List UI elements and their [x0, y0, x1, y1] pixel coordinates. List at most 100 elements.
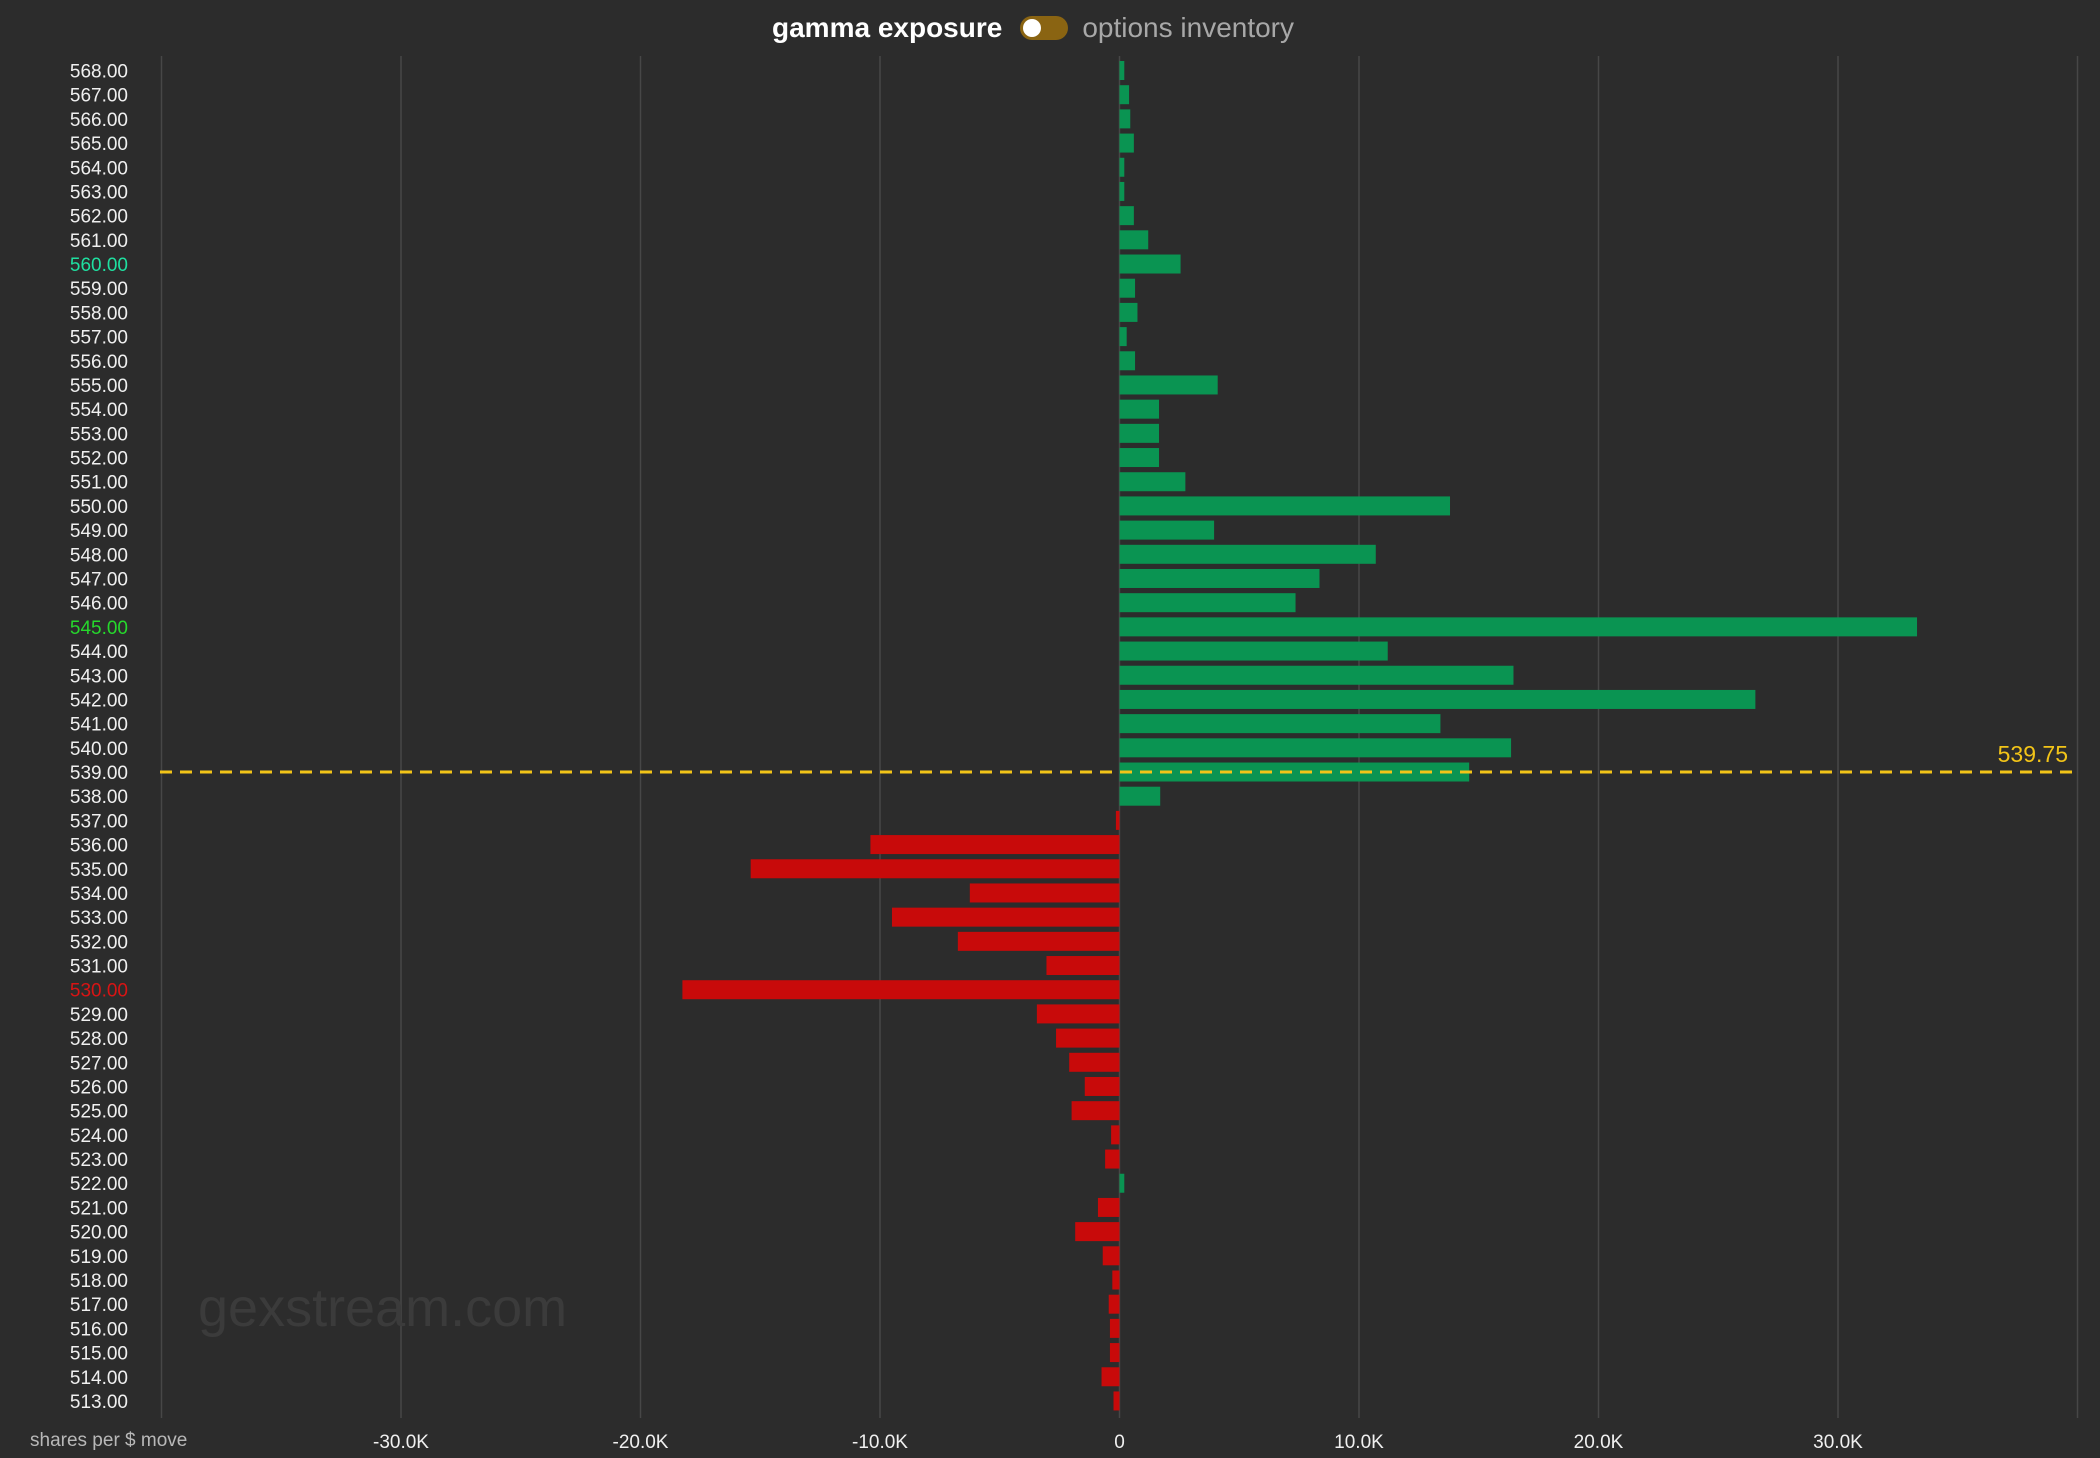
strike-tick-label: 558.00 — [70, 303, 128, 324]
gamma-bar — [1119, 206, 1134, 226]
bars — [682, 61, 1918, 1411]
strike-tick-label: 528.00 — [70, 1029, 128, 1050]
strike-tick-label: 545.00 — [70, 618, 128, 639]
gamma-bar — [682, 980, 1120, 1000]
strike-tick-label: 547.00 — [70, 569, 128, 590]
strike-tick-label: 530.00 — [70, 981, 128, 1002]
gamma-bar — [1119, 278, 1136, 298]
gamma-exposure-label[interactable]: gamma exposure — [772, 12, 1003, 43]
mode-switch-group: gamma exposure options inventory — [772, 10, 1294, 46]
gamma-bar — [1119, 399, 1160, 419]
strike-tick-label: 516.00 — [70, 1319, 128, 1340]
gamma-bar — [1119, 520, 1215, 540]
gamma-bar — [1119, 689, 1756, 709]
value-tick-label: 30.0K — [1813, 1432, 1863, 1453]
strike-tick-label: 556.00 — [70, 352, 128, 373]
gamma-bar — [1119, 738, 1512, 758]
strike-tick-label: 566.00 — [70, 110, 128, 131]
strike-tick-label: 521.00 — [70, 1198, 128, 1219]
gamma-bar — [1119, 327, 1127, 347]
strike-tick-label: 533.00 — [70, 908, 128, 929]
strike-tick-label: 568.00 — [70, 62, 128, 83]
strike-tick-label: 534.00 — [70, 884, 128, 905]
gamma-bar — [1119, 448, 1160, 468]
gamma-bar — [1119, 133, 1134, 153]
gamma-bar — [1109, 1343, 1120, 1363]
strike-tick-label: 540.00 — [70, 739, 128, 760]
spot-price-marker: 539.75 — [160, 741, 2078, 774]
value-axis: -30.0K -20.0K -10.0K 0 10.0K 20.0K 30.0K — [373, 1432, 1863, 1453]
value-tick-label: 20.0K — [1574, 1432, 1624, 1453]
strike-tick-label: 520.00 — [70, 1223, 128, 1244]
gamma-bar — [1109, 1318, 1120, 1338]
strike-tick-label: 537.00 — [70, 811, 128, 832]
gamma-bar — [1105, 1149, 1120, 1169]
value-tick-label: 10.0K — [1334, 1432, 1384, 1453]
strike-tick-label: 567.00 — [70, 86, 128, 107]
gamma-bar — [1119, 714, 1441, 734]
strike-tick-label: 564.00 — [70, 158, 128, 179]
gamma-bar — [1119, 568, 1320, 588]
gamma-bar — [1119, 375, 1218, 395]
strike-tick-label: 561.00 — [70, 231, 128, 252]
strike-tick-label: 557.00 — [70, 328, 128, 349]
strike-tick-label: 560.00 — [70, 255, 128, 276]
strike-tick-label: 541.00 — [70, 715, 128, 736]
strike-tick-label: 525.00 — [70, 1102, 128, 1123]
toggle-knob — [1023, 19, 1042, 37]
mode-toggle-switch[interactable] — [1020, 16, 1069, 40]
gamma-bar — [870, 835, 1120, 855]
gamma-bar — [1111, 1125, 1120, 1145]
gamma-bar — [1112, 1270, 1120, 1290]
strike-tick-label: 519.00 — [70, 1247, 128, 1268]
gamma-bar — [1119, 423, 1160, 443]
strike-tick-label: 522.00 — [70, 1174, 128, 1195]
gamma-bar — [1036, 1004, 1120, 1024]
chart-header: gamma exposure options inventory — [0, 0, 2100, 56]
gamma-bar — [1119, 641, 1388, 661]
strike-tick-label: 548.00 — [70, 545, 128, 566]
value-tick-label: -20.0K — [613, 1432, 669, 1453]
strike-tick-label: 524.00 — [70, 1126, 128, 1147]
strike-tick-label: 562.00 — [70, 207, 128, 228]
gamma-bar — [1119, 1173, 1125, 1193]
gamma-bar — [1113, 1391, 1120, 1411]
strike-tick-label: 515.00 — [70, 1344, 128, 1365]
strike-tick-label: 539.00 — [70, 763, 128, 784]
strike-tick-label: 529.00 — [70, 1005, 128, 1026]
strike-tick-label: 527.00 — [70, 1053, 128, 1074]
strike-tick-label: 518.00 — [70, 1271, 128, 1292]
gamma-bar — [1084, 1076, 1120, 1096]
x-axis-unit-label: shares per $ move — [30, 1430, 187, 1451]
gamma-bar — [1046, 956, 1120, 976]
gamma-bar — [1097, 1197, 1120, 1217]
strike-tick-label: 536.00 — [70, 836, 128, 857]
strike-tick-label: 532.00 — [70, 932, 128, 953]
gamma-bar — [957, 931, 1120, 951]
strike-tick-label: 550.00 — [70, 497, 128, 518]
gamma-bar — [1119, 544, 1376, 564]
gamma-bar — [1102, 1246, 1120, 1266]
strike-tick-label: 526.00 — [70, 1077, 128, 1098]
gamma-bar — [1119, 617, 1918, 637]
gamma-bar — [750, 859, 1120, 879]
gamma-bar — [1108, 1294, 1120, 1314]
gamma-bar — [1119, 665, 1514, 685]
gamma-bar — [1119, 762, 1470, 782]
gamma-bar — [1075, 1222, 1120, 1242]
gamma-bar — [1119, 302, 1138, 322]
options-inventory-label[interactable]: options inventory — [1082, 12, 1295, 43]
strike-axis: 568.00 567.00 566.00 565.00 564.00 563.00 562.… — [70, 62, 128, 1413]
gamma-bar — [891, 907, 1120, 927]
strike-tick-label: 523.00 — [70, 1150, 128, 1171]
gamma-bar — [1119, 786, 1161, 806]
strike-tick-label: 563.00 — [70, 182, 128, 203]
strike-tick-label: 552.00 — [70, 449, 128, 470]
strike-tick-label: 535.00 — [70, 860, 128, 881]
strike-tick-label: 565.00 — [70, 134, 128, 155]
strike-tick-label: 551.00 — [70, 473, 128, 494]
gamma-bar — [1119, 61, 1125, 80]
strike-tick-label: 543.00 — [70, 666, 128, 687]
gamma-bar — [1119, 157, 1125, 177]
